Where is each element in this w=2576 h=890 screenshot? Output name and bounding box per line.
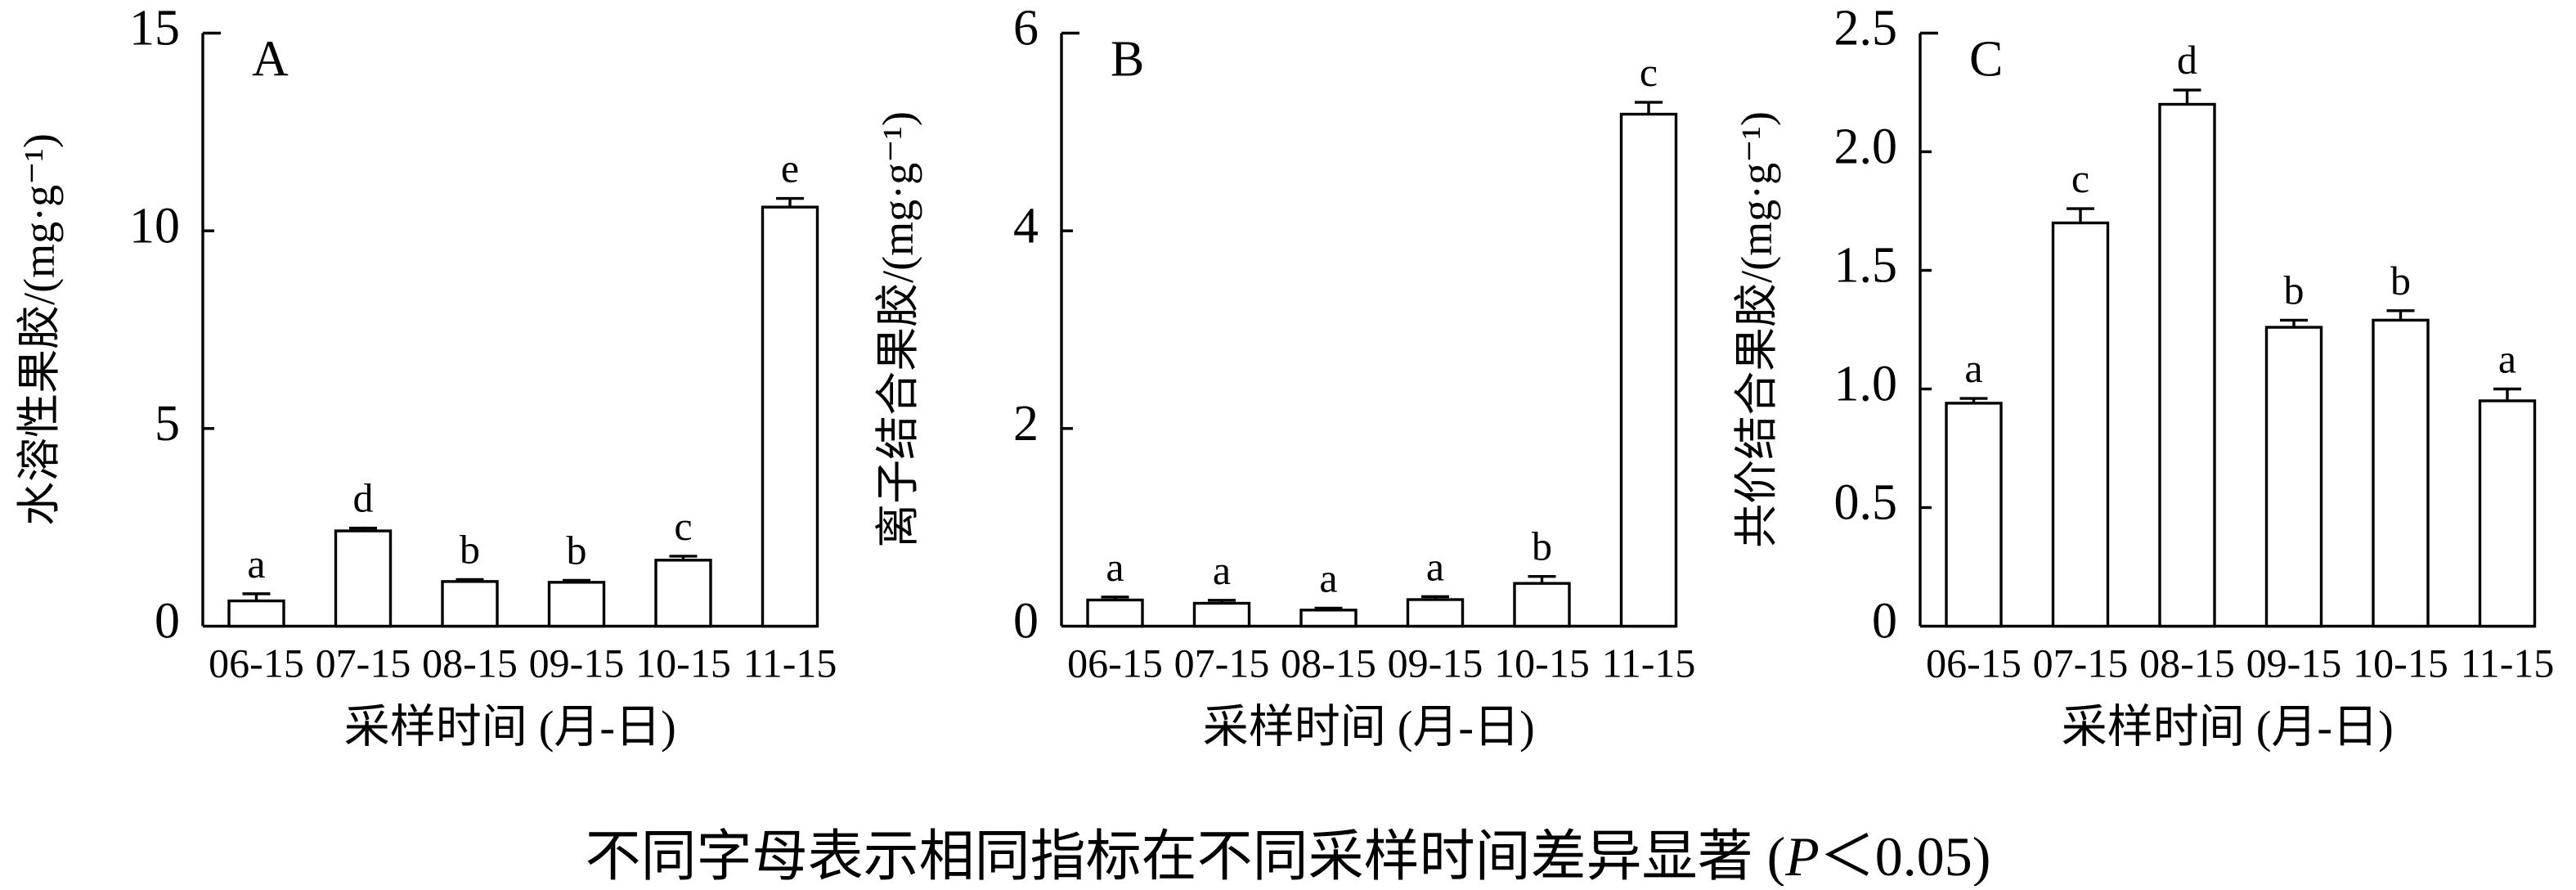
svg-text:09-15: 09-15 bbox=[2246, 641, 2342, 686]
svg-text:09-15: 09-15 bbox=[1388, 641, 1483, 686]
svg-text:a: a bbox=[247, 541, 265, 587]
svg-text:06-15: 06-15 bbox=[209, 641, 304, 686]
svg-text:07-15: 07-15 bbox=[316, 641, 411, 686]
svg-text:a: a bbox=[1319, 555, 1337, 600]
svg-text:0: 0 bbox=[155, 594, 180, 650]
svg-text:0.5: 0.5 bbox=[1834, 475, 1898, 531]
svg-text:c: c bbox=[2071, 155, 2089, 201]
svg-text:a: a bbox=[2498, 336, 2516, 382]
svg-text:6: 6 bbox=[1013, 1, 1039, 56]
svg-text:共价结合果胶/(mg·g⁻¹): 共价结合果胶/(mg·g⁻¹) bbox=[1732, 111, 1781, 548]
svg-text:10-15: 10-15 bbox=[635, 641, 731, 686]
svg-text:a: a bbox=[1426, 543, 1444, 589]
svg-text:09-15: 09-15 bbox=[529, 641, 625, 686]
svg-text:b: b bbox=[2390, 258, 2411, 303]
svg-text:11-15: 11-15 bbox=[1602, 641, 1696, 686]
svg-text:采样时间 (月-日): 采样时间 (月-日) bbox=[344, 703, 676, 753]
svg-text:B: B bbox=[1111, 32, 1144, 88]
svg-text:06-15: 06-15 bbox=[1926, 641, 2022, 686]
svg-text:采样时间 (月-日): 采样时间 (月-日) bbox=[2062, 703, 2394, 753]
svg-text:b: b bbox=[2284, 267, 2304, 312]
svg-text:4: 4 bbox=[1013, 198, 1039, 254]
svg-text:b: b bbox=[1532, 524, 1552, 569]
svg-text:06-15: 06-15 bbox=[1067, 641, 1163, 686]
svg-text:c: c bbox=[1640, 49, 1658, 95]
svg-text:07-15: 07-15 bbox=[1174, 641, 1270, 686]
svg-text:d: d bbox=[2177, 37, 2197, 83]
svg-text:1.5: 1.5 bbox=[1834, 238, 1898, 294]
svg-text:C: C bbox=[1969, 32, 2003, 88]
svg-text:0: 0 bbox=[1013, 594, 1039, 650]
svg-text:11-15: 11-15 bbox=[2461, 641, 2555, 686]
svg-text:0: 0 bbox=[1872, 594, 1897, 650]
svg-text:离子结合果胶/(mg·g⁻¹): 离子结合果胶/(mg·g⁻¹) bbox=[873, 111, 922, 548]
svg-text:08-15: 08-15 bbox=[1281, 641, 1376, 686]
svg-text:2: 2 bbox=[1013, 396, 1039, 452]
svg-text:d: d bbox=[353, 475, 374, 521]
svg-text:采样时间 (月-日): 采样时间 (月-日) bbox=[1203, 703, 1535, 753]
svg-text:水溶性果胶/(mg·g⁻¹): 水溶性果胶/(mg·g⁻¹) bbox=[15, 133, 64, 526]
svg-text:10-15: 10-15 bbox=[2353, 641, 2448, 686]
svg-text:10-15: 10-15 bbox=[1494, 641, 1590, 686]
svg-text:07-15: 07-15 bbox=[2033, 641, 2129, 686]
svg-text:a: a bbox=[1964, 345, 1982, 391]
svg-text:a: a bbox=[1213, 547, 1231, 593]
svg-text:15: 15 bbox=[129, 1, 180, 56]
svg-text:b: b bbox=[567, 527, 587, 573]
svg-text:c: c bbox=[674, 503, 692, 549]
svg-text:1.0: 1.0 bbox=[1834, 357, 1898, 412]
svg-text:不同字母表示相同指标在不同采样时间差异显著 (P＜0.05): 不同字母表示相同指标在不同采样时间差异显著 (P＜0.05) bbox=[586, 825, 1991, 886]
svg-text:08-15: 08-15 bbox=[2139, 641, 2235, 686]
svg-text:2.5: 2.5 bbox=[1834, 1, 1898, 56]
svg-text:A: A bbox=[252, 32, 289, 88]
svg-text:a: a bbox=[1106, 544, 1124, 590]
svg-text:2.0: 2.0 bbox=[1834, 119, 1898, 175]
svg-text:10: 10 bbox=[129, 198, 180, 254]
svg-text:08-15: 08-15 bbox=[422, 641, 518, 686]
svg-text:e: e bbox=[781, 146, 799, 191]
svg-text:b: b bbox=[460, 526, 480, 572]
svg-text:5: 5 bbox=[155, 396, 180, 452]
svg-text:11-15: 11-15 bbox=[743, 641, 837, 686]
